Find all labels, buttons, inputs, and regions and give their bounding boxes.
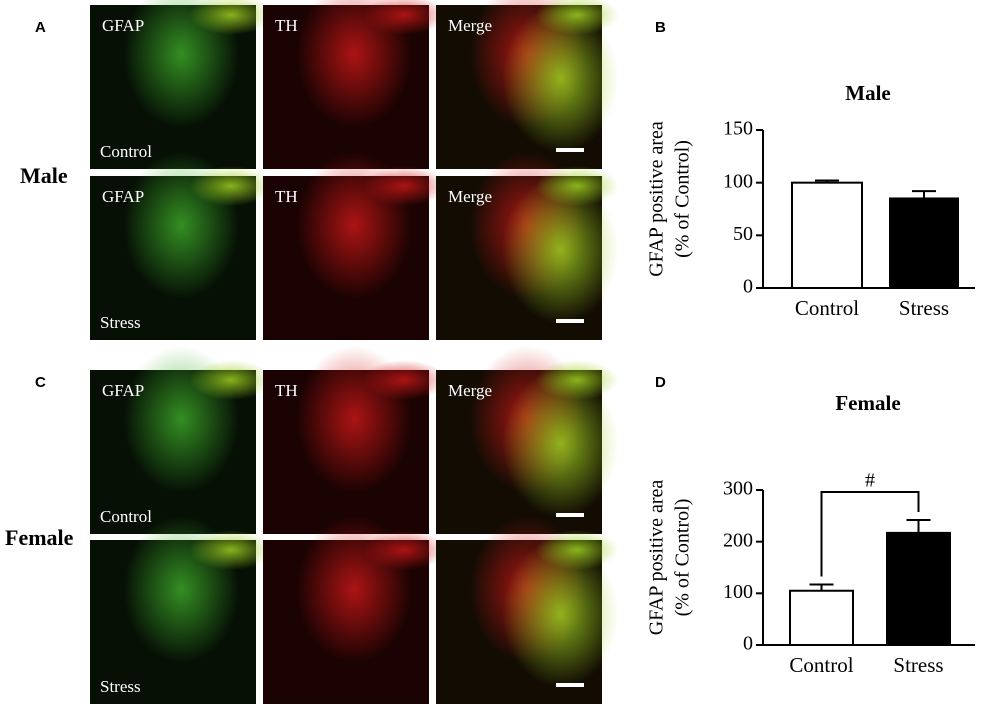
signal-glow — [535, 0, 619, 35]
annotation: # — [865, 470, 875, 492]
signal-glow — [502, 5, 619, 153]
bar — [889, 197, 959, 289]
x-tick-label: Control — [789, 653, 853, 677]
y-tick-label: 200 — [723, 529, 753, 551]
y-tick-label: 50 — [733, 223, 753, 245]
condition-label: Control — [100, 507, 152, 526]
channel-label: GFAP — [102, 381, 144, 400]
signal-glow — [362, 530, 446, 570]
signal-glow — [362, 166, 446, 206]
panel-letter: B — [655, 19, 666, 36]
channel-label: Merge — [448, 381, 492, 400]
y-axis-label: (% of Control) — [672, 140, 694, 258]
signal-glow — [502, 176, 619, 324]
x-tick-label: Stress — [899, 296, 949, 320]
significance-bracket — [820, 490, 920, 577]
channel-label: GFAP — [102, 187, 144, 206]
x-tick-label: Control — [795, 296, 859, 320]
signal-glow — [189, 166, 273, 206]
group-label: Female — [5, 525, 74, 550]
signal-glow — [535, 530, 619, 570]
channel-label: TH — [275, 16, 298, 35]
channel-label: TH — [275, 381, 298, 400]
y-axis-label: GFAP positive area — [646, 480, 668, 636]
x-tick-label: Stress — [893, 653, 943, 677]
bar — [886, 531, 951, 647]
chart-title: Male — [845, 81, 890, 105]
scale-bar — [556, 683, 584, 687]
channel-label: TH — [275, 187, 298, 206]
signal-glow — [362, 360, 446, 400]
condition-label: Control — [100, 142, 152, 161]
scale-bar — [556, 319, 584, 323]
channel-label: Merge — [448, 187, 492, 206]
y-tick-label: 100 — [723, 170, 753, 192]
group-label: Male — [20, 163, 68, 188]
signal-glow — [189, 530, 273, 570]
channel-label: GFAP — [102, 16, 144, 35]
condition-label: Stress — [100, 677, 141, 696]
signal-glow — [189, 360, 273, 400]
chart-title: Female — [835, 391, 900, 415]
signal-glow — [189, 0, 273, 35]
y-tick-label: 0 — [743, 276, 753, 298]
y-axis-label: GFAP positive area — [646, 121, 668, 277]
y-tick-label: 100 — [723, 581, 753, 603]
y-tick-label: 150 — [723, 118, 753, 140]
scale-bar — [556, 513, 584, 517]
y-tick-label: 0 — [743, 633, 753, 655]
signal-glow — [535, 166, 619, 206]
bar — [791, 181, 863, 290]
signal-glow — [502, 540, 619, 688]
bar — [789, 589, 854, 646]
channel-label: Merge — [448, 16, 492, 35]
signal-glow — [502, 370, 619, 518]
y-tick-label: 300 — [723, 478, 753, 500]
panel-letter: C — [35, 374, 46, 391]
signal-glow — [535, 360, 619, 400]
panel-letter: D — [655, 374, 666, 391]
scale-bar — [556, 148, 584, 152]
signal-glow — [362, 0, 446, 35]
panel-letter: A — [35, 19, 46, 36]
condition-label: Stress — [100, 313, 141, 332]
y-axis-label: (% of Control) — [672, 499, 694, 617]
